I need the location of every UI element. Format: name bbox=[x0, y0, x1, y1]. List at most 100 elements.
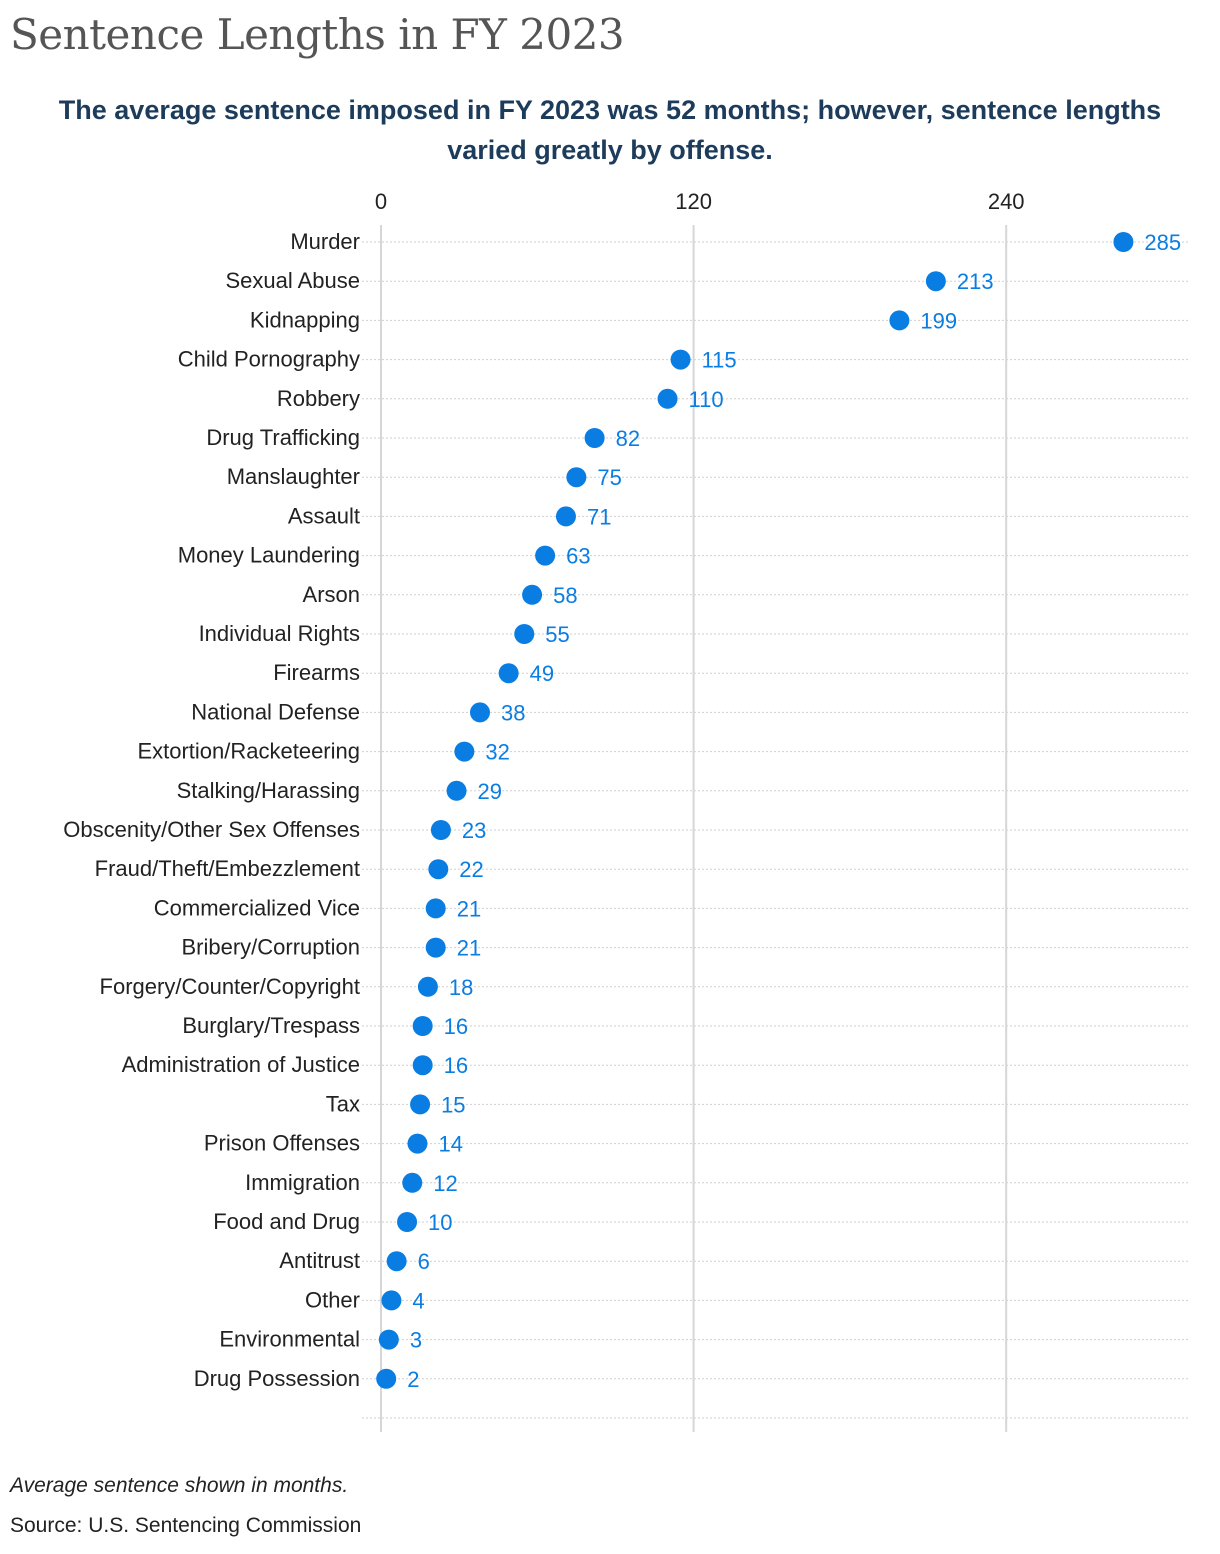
chart-note: Average sentence shown in months. bbox=[10, 1474, 349, 1497]
value-label: 3 bbox=[410, 1328, 422, 1353]
category-label: Drug Possession bbox=[194, 1366, 360, 1391]
data-point bbox=[535, 545, 556, 566]
value-label: 12 bbox=[433, 1171, 457, 1196]
data-point bbox=[381, 1290, 402, 1311]
category-label: Manslaughter bbox=[227, 464, 360, 489]
category-label: Kidnapping bbox=[250, 307, 360, 332]
value-label: 82 bbox=[616, 426, 640, 451]
category-label: Murder bbox=[290, 229, 360, 254]
value-label: 38 bbox=[501, 700, 525, 725]
data-point bbox=[670, 349, 691, 370]
value-label: 16 bbox=[444, 1014, 468, 1039]
category-label: Bribery/Corruption bbox=[181, 935, 360, 960]
data-point bbox=[428, 859, 449, 880]
x-tick-label: 0 bbox=[375, 189, 387, 214]
data-point bbox=[657, 388, 678, 409]
category-label: Environmental bbox=[219, 1327, 360, 1352]
value-label: 199 bbox=[920, 308, 957, 333]
category-label: Obscenity/Other Sex Offenses bbox=[63, 817, 360, 842]
x-tick-label: 240 bbox=[988, 189, 1025, 214]
data-points bbox=[376, 232, 1134, 1389]
data-point bbox=[407, 1133, 428, 1154]
value-label: 71 bbox=[587, 504, 611, 529]
category-label: Burglary/Trespass bbox=[182, 1013, 360, 1038]
chart-title: Sentence Lengths in FY 2023 bbox=[10, 10, 625, 59]
value-label: 110 bbox=[689, 387, 724, 412]
category-label: Forgery/Counter/Copyright bbox=[100, 974, 360, 999]
category-labels: Murder Sexual Abuse Kidnapping Child Pornog… bbox=[63, 229, 360, 1391]
value-label: 49 bbox=[530, 661, 554, 686]
data-point bbox=[412, 1016, 433, 1036]
value-label: 18 bbox=[449, 975, 473, 1000]
value-label: 63 bbox=[566, 544, 590, 569]
value-label: 32 bbox=[485, 740, 509, 765]
category-label: Drug Trafficking bbox=[206, 425, 360, 450]
data-point bbox=[522, 584, 543, 605]
data-point bbox=[402, 1172, 423, 1193]
value-label: 55 bbox=[545, 622, 569, 647]
category-label: Other bbox=[305, 1287, 360, 1312]
data-point bbox=[514, 624, 535, 644]
data-point bbox=[425, 937, 446, 958]
data-point bbox=[584, 428, 605, 448]
data-point bbox=[412, 1055, 433, 1076]
category-label: Money Laundering bbox=[178, 543, 360, 568]
data-point bbox=[417, 976, 438, 997]
category-label: Robbery bbox=[277, 386, 360, 411]
chart-subtitle: The average sentence imposed in FY 2023 … bbox=[58, 95, 1162, 165]
category-label: Extortion/Racketeering bbox=[137, 739, 360, 764]
data-point bbox=[498, 663, 519, 684]
category-label: Antitrust bbox=[279, 1248, 360, 1273]
data-point bbox=[376, 1368, 397, 1389]
value-label: 23 bbox=[462, 818, 486, 843]
value-label: 29 bbox=[478, 779, 502, 804]
category-label: Tax bbox=[326, 1091, 360, 1116]
value-label: 10 bbox=[428, 1210, 452, 1235]
category-label: Prison Offenses bbox=[204, 1131, 360, 1156]
value-label: 213 bbox=[957, 269, 994, 294]
grid-layer bbox=[362, 225, 1188, 1432]
value-label: 16 bbox=[444, 1053, 468, 1078]
data-point bbox=[1113, 232, 1134, 252]
data-point bbox=[397, 1212, 418, 1232]
value-label: 115 bbox=[702, 348, 737, 373]
value-label: 75 bbox=[597, 465, 621, 490]
data-point bbox=[566, 467, 587, 488]
data-point bbox=[889, 310, 910, 331]
category-label: Assault bbox=[288, 503, 360, 528]
x-axis-ticks: 0 120 240 bbox=[375, 189, 1025, 214]
value-label: 4 bbox=[412, 1288, 424, 1313]
data-point bbox=[378, 1329, 399, 1350]
category-label: Commercialized Vice bbox=[154, 895, 360, 920]
data-point bbox=[925, 271, 946, 292]
category-label: Fraud/Theft/Embezzlement bbox=[95, 856, 360, 881]
data-point bbox=[410, 1094, 431, 1115]
value-label: 6 bbox=[418, 1249, 430, 1274]
category-label: Food and Drug bbox=[213, 1209, 360, 1234]
category-label: Sexual Abuse bbox=[225, 268, 360, 293]
data-point bbox=[454, 741, 475, 762]
value-label: 22 bbox=[459, 857, 483, 882]
x-tick-label: 120 bbox=[675, 189, 712, 214]
category-label: Child Pornography bbox=[178, 347, 360, 372]
category-label: Stalking/Harassing bbox=[177, 778, 360, 803]
value-label: 15 bbox=[441, 1092, 465, 1117]
category-label: National Defense bbox=[191, 699, 360, 724]
chart-source: Source: U.S. Sentencing Commission bbox=[10, 1514, 362, 1537]
value-labels: 2852131991151108275716358554938322923222… bbox=[407, 230, 1181, 1392]
value-label: 21 bbox=[457, 896, 481, 921]
dot-plot-chart: 0 120 240 Murder Sexual Abuse Kidnapping Chil… bbox=[63, 189, 1188, 1432]
data-point bbox=[430, 820, 451, 840]
value-label: 2 bbox=[407, 1367, 419, 1392]
data-point bbox=[446, 780, 467, 801]
value-label: 14 bbox=[438, 1132, 462, 1157]
category-label: Individual Rights bbox=[199, 621, 360, 646]
category-label: Arson bbox=[303, 582, 360, 607]
category-label: Firearms bbox=[273, 660, 360, 685]
data-point bbox=[386, 1251, 407, 1272]
data-point bbox=[469, 702, 490, 723]
value-label: 21 bbox=[457, 936, 481, 961]
category-label: Administration of Justice bbox=[122, 1052, 360, 1077]
data-point bbox=[425, 898, 446, 919]
data-point bbox=[555, 506, 576, 527]
